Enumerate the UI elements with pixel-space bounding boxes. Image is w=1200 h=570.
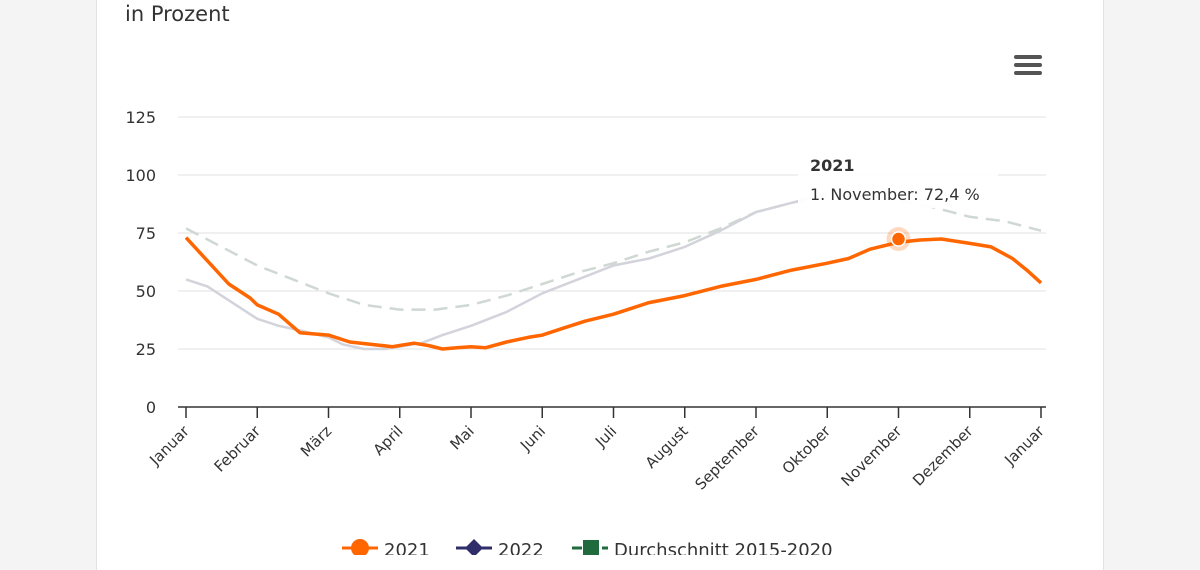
legend-diamond-marker [465,539,483,555]
x-tick-label: Februar [211,422,265,476]
x-tick-label: Mai [446,422,477,453]
series-line-2021 [184,236,1043,351]
legend-item-1[interactable]: 2022 [456,539,544,555]
x-tick-label: September [691,422,763,494]
x-tick-label: März [297,422,335,460]
x-tick-label: April [370,422,407,459]
x-tick-label: August [642,422,692,472]
x-tick-label: Januar [1000,422,1048,470]
tooltip-box [798,148,998,208]
y-tick-label: 125 [125,108,156,127]
y-tick-label: 0 [146,398,156,417]
legend-label: Durchschnitt 2015-2020 [614,540,833,555]
y-tick-label: 75 [136,224,156,243]
hamburger-menu-icon[interactable] [1014,55,1042,77]
x-tick-label: Januar [145,422,193,470]
y-tick-label: 25 [136,340,156,359]
series-line-2022 [185,192,828,351]
hover-point [890,231,907,247]
legend-label: 2021 [384,540,430,555]
y-tick-label: 50 [136,282,156,301]
chart-subtitle: in Prozent [125,2,230,26]
chart-svg: 0 25 50 75 100 125 Januar Februar März April Mai Ju… [125,108,1048,555]
x-tick-label: Dezember [909,422,977,490]
tooltip-title: 2021 [810,156,855,175]
legend-label: 2022 [498,540,544,555]
legend-circle-marker [351,539,369,555]
x-tick-label: November [837,422,905,490]
legend-item-0[interactable]: 2021 [342,539,430,555]
x-tick-label: Oktober [779,422,835,478]
legend-square-marker [583,540,599,555]
legend-item-2[interactable]: Durchschnitt 2015-2020 [572,540,833,555]
y-tick-label: 100 [125,166,156,185]
x-tick-label: Juni [516,422,549,455]
series-line-durchschnitt [185,194,1042,311]
x-tick-label: Juli [591,422,620,451]
chart-card [96,0,1104,570]
tooltip-value: 1. November: 72,4 % [810,185,980,204]
